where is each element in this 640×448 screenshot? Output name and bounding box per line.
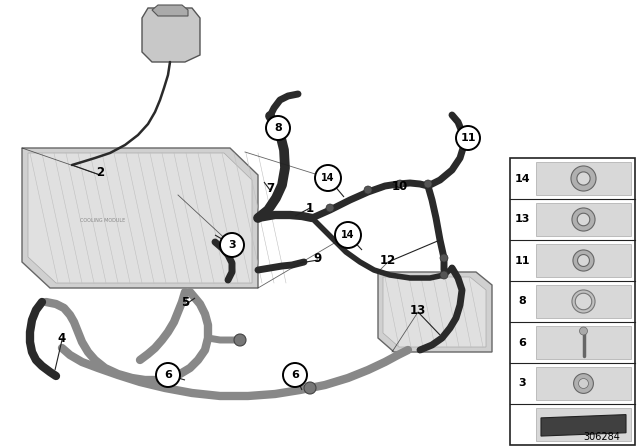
Circle shape [456,126,480,150]
Bar [536,326,631,359]
Text: 14: 14 [341,230,355,240]
Circle shape [266,116,290,140]
Text: 306284: 306284 [583,432,620,442]
Circle shape [440,271,448,279]
Text: 8: 8 [274,123,282,133]
Circle shape [579,327,588,335]
Text: 8: 8 [518,297,526,306]
Circle shape [335,222,361,248]
Text: 5: 5 [181,297,189,310]
Polygon shape [378,272,492,352]
Wedge shape [571,166,596,191]
Bar [510,158,635,445]
Text: 11: 11 [515,255,530,266]
Text: 9: 9 [314,251,322,264]
Text: 6: 6 [291,370,299,380]
Circle shape [396,180,404,188]
Text: 6: 6 [518,337,526,348]
Wedge shape [573,250,594,271]
Polygon shape [541,414,626,436]
Bar [536,408,631,441]
Bar [536,203,631,236]
Text: COOLING MODULE: COOLING MODULE [80,217,125,223]
Text: 3: 3 [518,379,526,388]
Text: 12: 12 [380,254,396,267]
Polygon shape [22,148,258,288]
Polygon shape [152,5,188,16]
Wedge shape [572,290,595,313]
Circle shape [283,363,307,387]
Circle shape [364,186,372,194]
Text: 14: 14 [514,173,530,184]
Text: 7: 7 [266,181,274,194]
Circle shape [579,379,588,388]
Text: 14: 14 [321,173,335,183]
Bar [536,285,631,318]
Wedge shape [572,208,595,231]
Text: 4: 4 [58,332,66,345]
Circle shape [315,165,341,191]
Text: 13: 13 [410,303,426,316]
Circle shape [440,254,448,262]
Circle shape [326,204,334,212]
Text: 11: 11 [460,133,476,143]
Bar [536,367,631,400]
Text: 10: 10 [392,180,408,193]
Text: 6: 6 [164,370,172,380]
Circle shape [573,374,593,393]
Polygon shape [383,277,486,347]
Bar [536,244,631,277]
Circle shape [424,180,432,188]
Circle shape [156,363,180,387]
Text: 2: 2 [96,167,104,180]
Polygon shape [28,153,252,283]
Circle shape [220,233,244,257]
Text: 1: 1 [306,202,314,215]
Text: 13: 13 [515,215,530,224]
Circle shape [234,334,246,346]
Text: 3: 3 [228,240,236,250]
Polygon shape [142,8,200,62]
Bar [536,162,631,195]
Circle shape [304,382,316,394]
